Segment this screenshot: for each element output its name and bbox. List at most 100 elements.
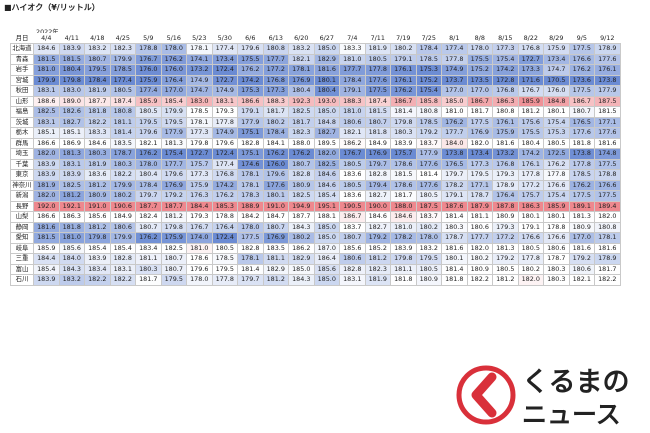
price-cell: 181.8 (441, 274, 468, 286)
price-cell: 181.7 (262, 106, 289, 118)
price-cell: 186.4 (313, 253, 340, 265)
price-cell: 176.7 (517, 85, 544, 97)
price-cell: 178.0 (415, 232, 442, 244)
prefecture-label: 栃木 (10, 127, 34, 139)
price-cell: 183.7 (415, 137, 442, 149)
price-cell: 179.9 (33, 74, 60, 86)
price-cell: 189.0 (58, 95, 85, 107)
price-cell: 180.7 (288, 158, 315, 170)
price-cell: 174.6 (237, 158, 264, 170)
price-cell: 182.2 (109, 274, 136, 286)
price-cell: 180.7 (160, 253, 187, 265)
price-cell: 181.6 (492, 137, 519, 149)
price-cell: 183.7 (339, 221, 366, 233)
price-cell: 182.2 (594, 274, 621, 286)
price-cell: 180.3 (135, 263, 162, 275)
price-cell: 176.0 (262, 158, 289, 170)
price-cell: 180.9 (288, 179, 315, 191)
price-cell: 180.2 (415, 221, 442, 233)
price-cell: 177.2 (517, 179, 544, 191)
price-cell: 184.7 (262, 211, 289, 223)
price-cell: 182.9 (262, 263, 289, 275)
price-cell: 190.5 (339, 200, 366, 212)
price-cell: 187.7 (135, 200, 162, 212)
price-cell: 174.2 (492, 64, 519, 76)
prefecture-label: 青森 (10, 53, 34, 65)
price-cell: 185.1 (33, 127, 60, 139)
price-cell: 181.1 (135, 253, 162, 265)
prefecture-label: 富山 (10, 263, 34, 275)
price-cell: 188.3 (339, 95, 366, 107)
price-cell: 178.5 (109, 64, 136, 76)
price-cell: 183.5 (109, 137, 136, 149)
price-cell: 175.4 (543, 116, 570, 128)
price-cell: 185.3 (211, 200, 238, 212)
price-cell: 181.3 (492, 242, 519, 254)
price-cell: 180.2 (466, 253, 493, 265)
price-cell: 182.0 (594, 211, 621, 223)
price-cell: 176.9 (364, 148, 391, 160)
price-cell: 181.2 (262, 274, 289, 286)
price-cell: 182.2 (109, 169, 136, 181)
price-cell: 182.7 (313, 127, 340, 139)
price-cell: 175.5 (517, 127, 544, 139)
prefecture-label: 神奈川 (10, 179, 34, 191)
price-cell: 187.7 (84, 95, 111, 107)
price-cell: 180.5 (543, 137, 570, 149)
prefecture-label: 秋田 (10, 85, 34, 97)
price-cell: 180.2 (262, 116, 289, 128)
price-cell: 178.3 (237, 190, 264, 202)
price-cell: 179.6 (186, 263, 213, 275)
price-cell: 184.6 (364, 211, 391, 223)
price-cell: 177.8 (568, 158, 595, 170)
price-cell: 181.4 (441, 211, 468, 223)
header-date: 5/16 (161, 33, 187, 44)
price-cell: 177.0 (466, 85, 493, 97)
price-cell: 180.9 (84, 190, 111, 202)
price-cell: 181.9 (364, 43, 391, 55)
price-cell: 183.1 (211, 95, 238, 107)
header-date: 7/19 (390, 33, 416, 44)
price-cell: 173.7 (441, 74, 468, 86)
price-cell: 180.7 (339, 232, 366, 244)
price-cell: 182.0 (466, 137, 493, 149)
prefecture-label: 北海道 (10, 43, 34, 55)
price-cell: 176.1 (390, 64, 417, 76)
price-cell: 178.7 (466, 190, 493, 202)
price-cell: 181.9 (364, 274, 391, 286)
table-row: 千葉 183.9 183.1 181.9 180.3 178.0 177.7 175.7 177… (10, 158, 621, 170)
price-cell: 177.8 (211, 274, 238, 286)
price-cell: 186.3 (517, 200, 544, 212)
price-cell: 174.1 (186, 53, 213, 65)
table-row: 神奈川 181.9 182.5 181.2 179.9 178.4 176.9 175.9 17… (10, 179, 621, 191)
price-cell: 180.3 (84, 148, 111, 160)
price-cell: 184.3 (58, 263, 85, 275)
price-cell: 192.0 (33, 200, 60, 212)
price-cell: 186.2 (288, 242, 315, 254)
prefecture-label: 長野 (10, 200, 34, 212)
price-cell: 183.1 (33, 116, 60, 128)
price-cell: 176.2 (262, 148, 289, 160)
price-cell: 180.7 (84, 53, 111, 65)
price-cell: 179.2 (568, 253, 595, 265)
price-cell: 184.2 (237, 211, 264, 223)
price-cell: 182.8 (364, 169, 391, 181)
price-cell: 180.1 (517, 211, 544, 223)
price-cell: 181.0 (390, 221, 417, 233)
price-cell: 176.2 (135, 232, 162, 244)
price-cell: 182.9 (313, 53, 340, 65)
prefecture-label: 埼玉 (10, 148, 34, 160)
price-cell: 182.7 (364, 190, 391, 202)
price-cell: 174.7 (186, 85, 213, 97)
price-cell: 179.9 (109, 53, 136, 65)
price-cell: 178.0 (237, 221, 264, 233)
price-cell: 174.9 (441, 64, 468, 76)
header-corner: 月日 (10, 33, 34, 44)
price-cell: 190.0 (364, 200, 391, 212)
price-cell: 180.6 (568, 263, 595, 275)
price-cell: 179.3 (492, 221, 519, 233)
header-date: 5/30 (212, 33, 238, 44)
price-cell: 180.7 (364, 116, 391, 128)
price-cell: 175.7 (517, 190, 544, 202)
prefecture-label: 静岡 (10, 221, 34, 233)
